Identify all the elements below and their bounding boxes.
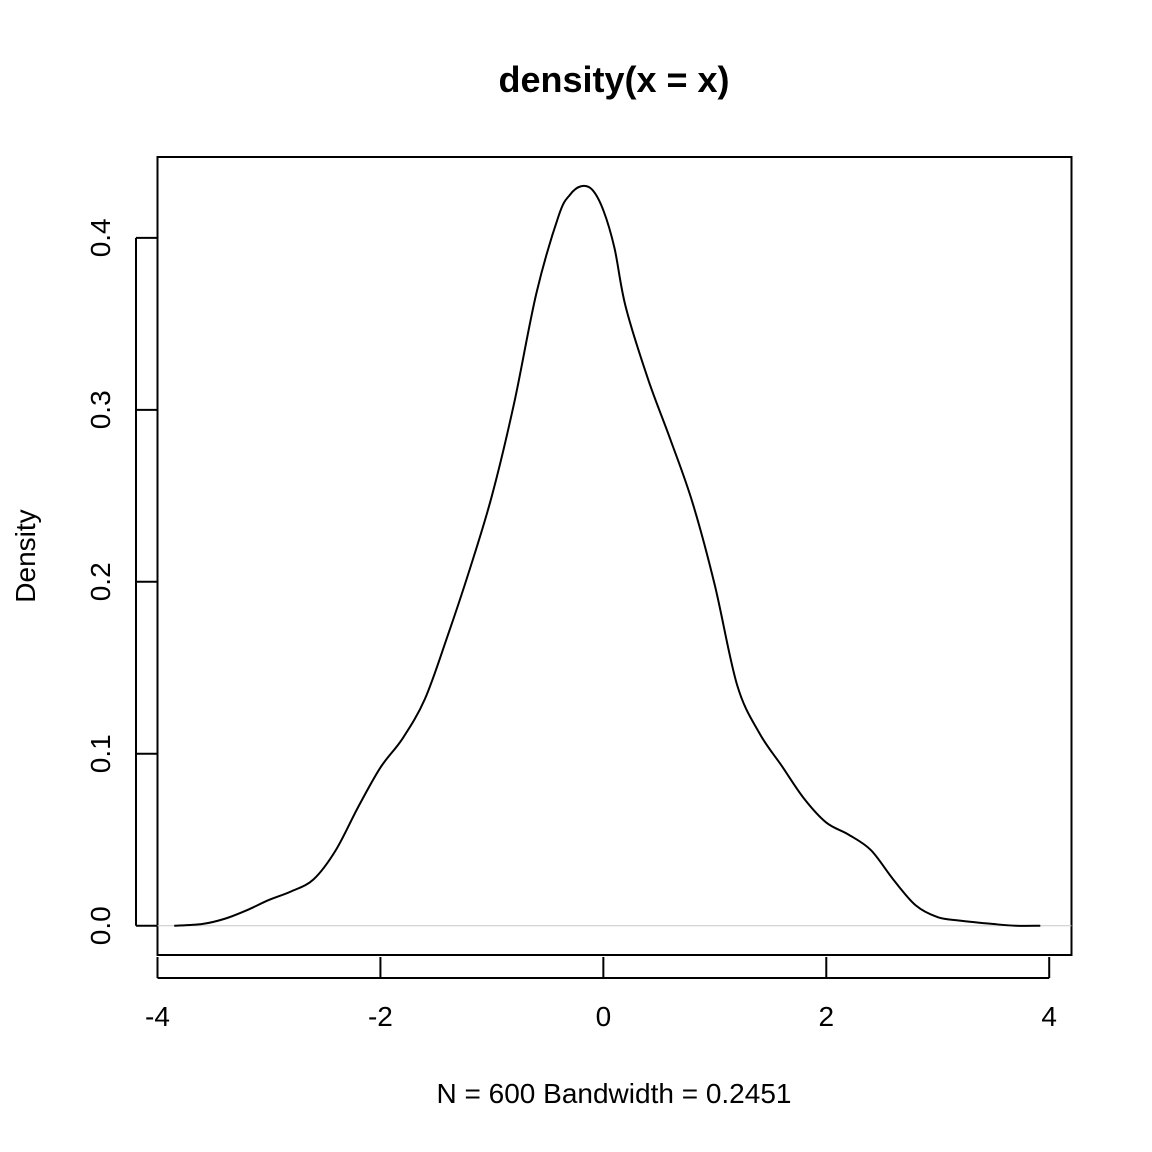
plot-frame — [156, 156, 1073, 956]
y-axis: 0.0 0.1 0.2 0.3 0.4 — [85, 218, 157, 945]
chart-title: density(x = x) — [498, 59, 729, 100]
x-tick-label: -2 — [368, 1001, 393, 1032]
x-axis-label: N = 600 Bandwidth = 0.2451 — [437, 1078, 792, 1109]
x-tick-label: -4 — [145, 1001, 170, 1032]
y-tick-label: 0.4 — [85, 218, 116, 257]
density-curve — [174, 184, 1041, 927]
y-axis-label: Density — [10, 509, 41, 602]
y-tick-label: 0.3 — [85, 390, 116, 429]
x-tick-label: 0 — [596, 1001, 612, 1032]
y-tick-label: 0.0 — [85, 906, 116, 945]
x-tick-label: 2 — [818, 1001, 834, 1032]
x-axis: -4 -2 0 2 4 — [145, 957, 1057, 1032]
y-tick-label: 0.2 — [85, 562, 116, 601]
y-tick-label: 0.1 — [85, 734, 116, 773]
x-tick-label: 4 — [1041, 1001, 1057, 1032]
